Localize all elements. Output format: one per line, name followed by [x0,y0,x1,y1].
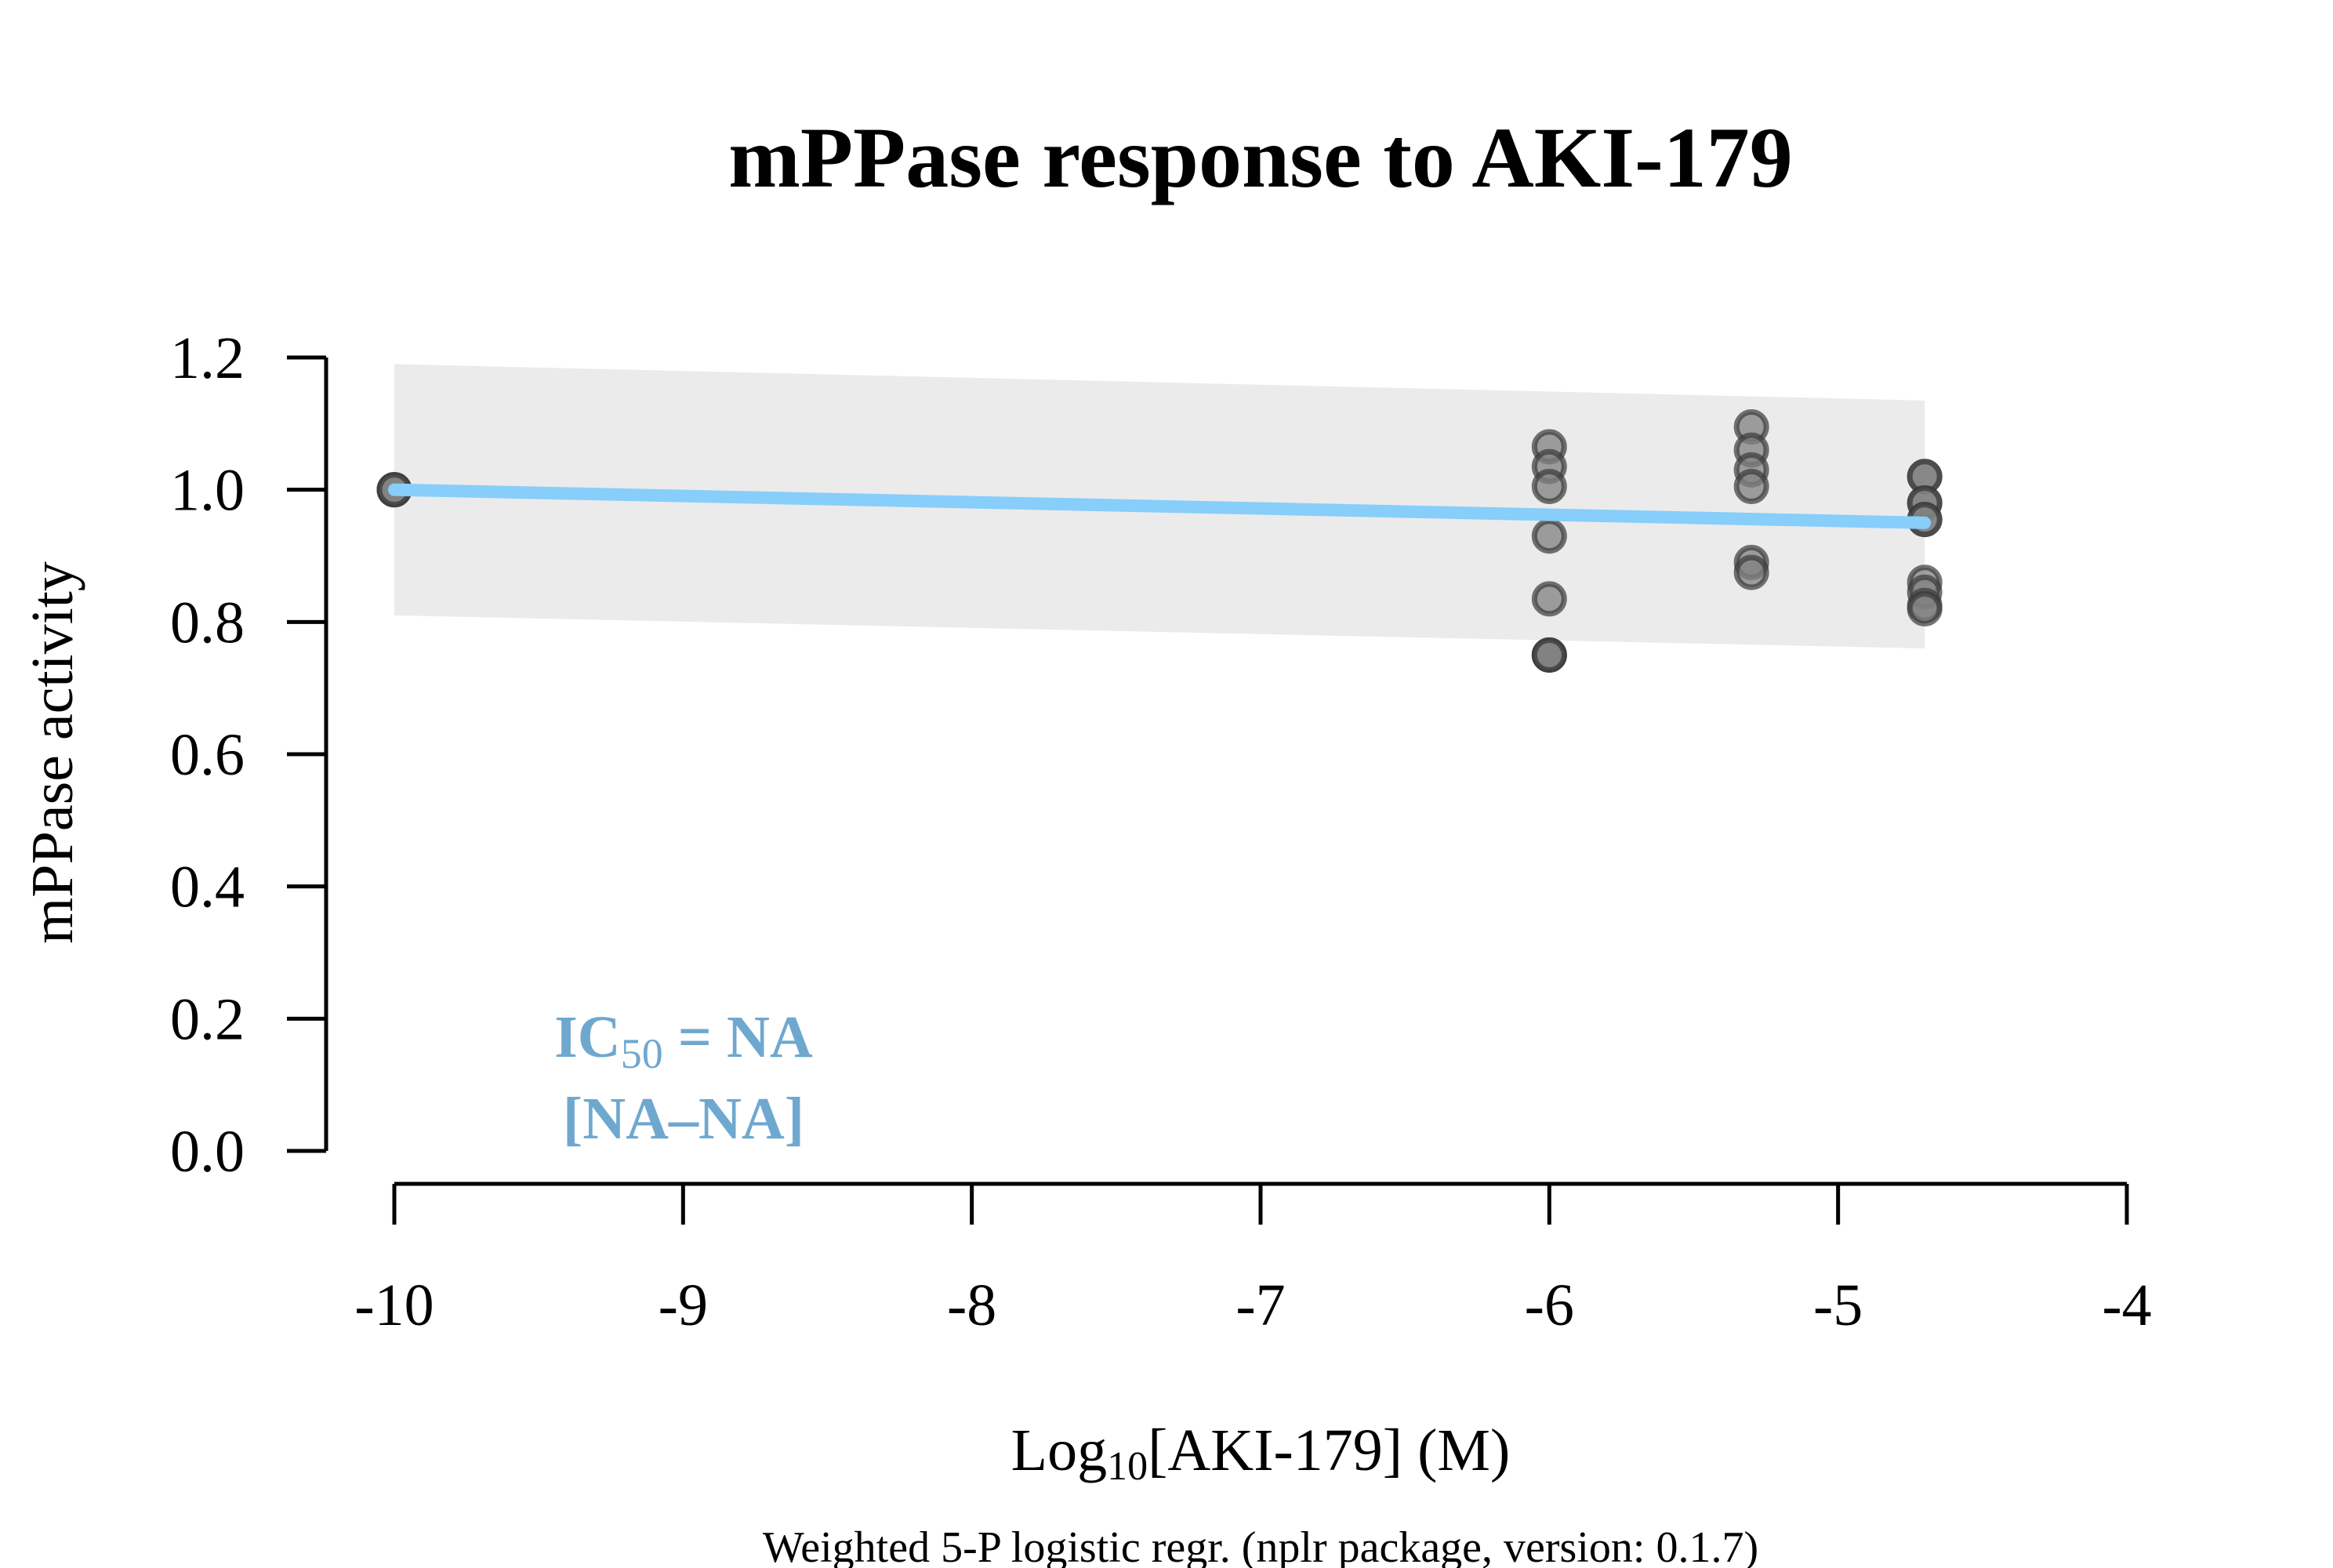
x-tick-label: -9 [659,1272,708,1338]
data-point [1531,468,1567,504]
chart-caption: Weighted 5-P logistic regr. (nplr packag… [763,1523,1758,1568]
y-axis-label: mPPase activity [20,561,85,944]
data-point [1531,581,1567,617]
ic50-interval: [NA–NA] [563,1086,804,1152]
x-axis-label-main: Log [1011,1417,1107,1483]
ic50-subscript: 50 [621,1030,663,1077]
fit-line [388,483,1932,529]
data-point [1733,468,1769,504]
x-axis-label: Log10[AKI-179] (M) [1011,1417,1511,1489]
ic50-annotation: IC50 = NA [554,1004,813,1077]
y-tick-label: 0.8 [170,590,245,655]
data-point [1733,554,1769,590]
y-tick-label: 1.0 [170,458,245,524]
y-tick-label: 0.4 [170,855,245,920]
x-axis-label-subscript: 10 [1107,1444,1148,1489]
data-points [376,409,1943,673]
y-tick-label: 0.0 [170,1119,245,1185]
x-tick-label: -5 [1813,1272,1863,1338]
chart-title: mPPase response to AKI-179 [728,110,1793,205]
x-tick-label: -7 [1235,1272,1285,1338]
x-tick-label: -8 [947,1272,996,1338]
ic50-value: = NA [663,1004,813,1070]
x-axis: -10 -9 -8 -7 -6 -5 -4 [354,1181,2152,1338]
y-tick-label: 1.2 [170,325,245,391]
y-tick-label: 0.6 [170,722,245,788]
y-tick-label: 0.2 [170,986,245,1052]
x-axis-label-rest: [AKI-179] (M) [1148,1417,1510,1483]
y-axis: 0.0 0.2 0.4 0.6 0.8 1.0 1.2 [170,325,328,1185]
data-point [1531,637,1567,673]
x-tick-label: -6 [1525,1272,1574,1338]
ic50-label: IC [554,1004,620,1070]
data-point [1907,590,1943,626]
x-tick-label: -4 [2102,1272,2151,1338]
data-point [1531,518,1567,554]
x-tick-label: -10 [354,1272,434,1338]
